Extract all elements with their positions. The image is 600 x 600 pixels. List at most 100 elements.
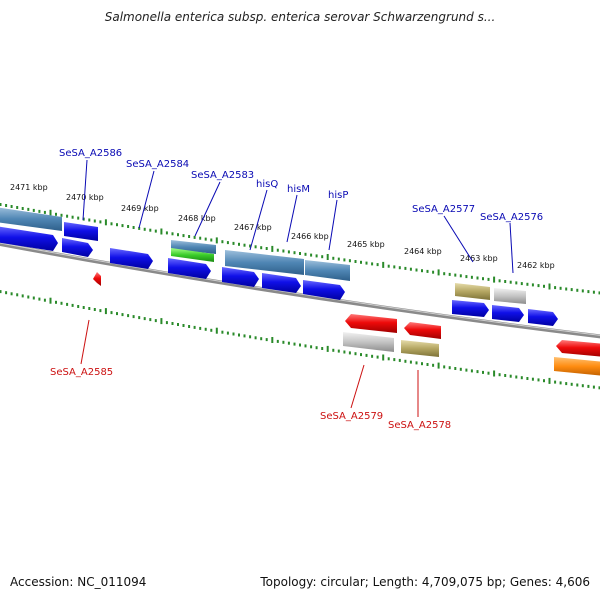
minor-tick: [365, 261, 368, 265]
gene-feature[interactable]: [343, 332, 394, 352]
minor-tick: [415, 268, 418, 272]
minor-tick: [592, 290, 595, 294]
minor-tick: [38, 209, 41, 213]
minor-tick: [171, 322, 174, 325]
gene-label[interactable]: hisM: [287, 184, 310, 195]
minor-tick: [432, 270, 435, 274]
gene-label[interactable]: SeSA_A2576: [480, 212, 543, 223]
minor-tick: [226, 331, 229, 335]
minor-tick: [249, 335, 252, 339]
gene-feature[interactable]: [0, 207, 62, 231]
minor-tick: [32, 208, 35, 212]
minor-tick: [537, 378, 540, 382]
minor-tick: [188, 325, 191, 328]
minor-tick: [587, 290, 590, 294]
minor-tick: [398, 266, 401, 270]
minor-tick: [404, 266, 407, 270]
minor-tick: [5, 291, 8, 295]
gene-feature[interactable]: [262, 273, 301, 293]
minor-tick: [204, 237, 207, 241]
minor-tick: [432, 363, 435, 367]
minor-tick: [193, 235, 196, 239]
gene-feature[interactable]: [0, 226, 58, 251]
minor-tick: [27, 295, 30, 299]
gene-feature[interactable]: [222, 267, 259, 287]
gene-feature[interactable]: [492, 305, 524, 322]
minor-tick: [448, 272, 451, 276]
gene-feature[interactable]: [171, 248, 214, 262]
major-tick: [437, 269, 440, 276]
gene-label[interactable]: SeSA_A2578: [388, 420, 451, 431]
gene-feature[interactable]: [528, 309, 558, 326]
minor-tick: [393, 265, 396, 269]
major-tick: [49, 297, 52, 304]
minor-tick: [10, 205, 13, 208]
gene-feature[interactable]: [64, 222, 98, 241]
minor-tick: [360, 260, 362, 264]
minor-tick: [537, 284, 540, 288]
minor-tick: [66, 214, 69, 218]
major-tick: [160, 318, 163, 325]
minor-tick: [55, 212, 57, 216]
major-tick: [215, 237, 218, 244]
minor-tick: [559, 286, 562, 290]
gene-feature[interactable]: [168, 258, 211, 279]
kbp-scale: 2471 kbp 2470 kbp 2469 kbp 2468 kbp 2467…: [10, 183, 555, 270]
gene-label[interactable]: SeSA_A2583: [191, 170, 254, 181]
gene-feature[interactable]: [345, 314, 397, 333]
minor-tick: [66, 302, 69, 306]
minor-tick: [38, 297, 41, 301]
kbp-label: 2462 kbp: [517, 261, 555, 270]
gene-label[interactable]: hisQ: [256, 179, 278, 190]
kbp-label: 2471 kbp: [10, 183, 48, 192]
minor-tick: [581, 384, 584, 388]
gene-feature[interactable]: [401, 340, 439, 357]
gene-feature[interactable]: [110, 248, 153, 269]
minor-tick: [576, 288, 579, 292]
minor-tick: [360, 353, 362, 357]
gene-label[interactable]: SeSA_A2585: [50, 367, 113, 378]
minor-tick: [304, 344, 307, 348]
forward-genes: [0, 207, 558, 326]
minor-tick: [182, 234, 185, 238]
gene-feature[interactable]: [305, 260, 350, 281]
gene-feature[interactable]: [556, 340, 600, 357]
minor-tick: [254, 245, 257, 249]
minor-tick: [143, 317, 146, 321]
minor-tick: [393, 358, 396, 362]
minor-tick: [531, 377, 534, 381]
minor-tick: [165, 231, 168, 235]
gene-feature[interactable]: [554, 357, 600, 376]
minor-tick: [415, 361, 418, 365]
gene-label[interactable]: hisP: [328, 190, 348, 201]
kbp-label: 2463 kbp: [460, 254, 498, 263]
minor-tick: [177, 323, 179, 326]
minor-tick: [204, 327, 207, 331]
gene-feature[interactable]: [494, 288, 526, 304]
gene-feature[interactable]: [404, 322, 441, 339]
gene-label[interactable]: SeSA_A2577: [412, 204, 475, 215]
gene-feature[interactable]: [171, 240, 216, 254]
gene-label[interactable]: SeSA_A2584: [126, 159, 189, 170]
minor-tick: [249, 244, 252, 248]
minor-tick: [265, 247, 268, 250]
minor-tick: [487, 277, 490, 281]
minor-tick: [454, 273, 457, 277]
minor-tick: [315, 346, 318, 350]
minor-tick: [598, 386, 600, 390]
minor-tick: [465, 275, 468, 279]
gene-feature[interactable]: [225, 250, 304, 275]
gene-feature[interactable]: [62, 238, 93, 257]
major-tick: [548, 377, 551, 384]
minor-tick: [576, 383, 579, 387]
major-tick: [437, 362, 440, 369]
gene-feature[interactable]: [452, 300, 489, 317]
gene-label[interactable]: SeSA_A2586: [59, 148, 122, 159]
gene-feature[interactable]: [455, 283, 490, 300]
gene-feature[interactable]: [303, 280, 345, 300]
minor-tick: [121, 224, 124, 228]
gene-feature[interactable]: [93, 272, 101, 286]
gene-label[interactable]: SeSA_A2579: [320, 411, 383, 422]
major-tick: [160, 228, 163, 235]
